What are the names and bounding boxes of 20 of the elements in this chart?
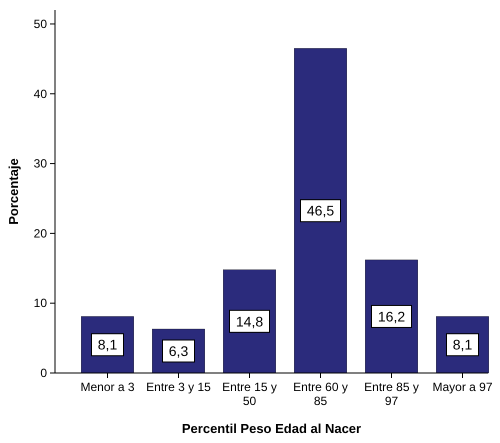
data-label: 8,1 [452,336,472,353]
data-label: 14,8 [236,313,264,330]
y-tick-label: 10 [34,296,48,310]
x-tick-label: Entre 3 y 15 [146,380,212,394]
y-tick-label: 30 [34,156,48,171]
y-axis-title: Porcentaje [6,158,21,225]
data-label: 16,2 [378,308,406,324]
x-tick-label: Entre 15 y 50 [222,380,277,408]
y-tick-label: 0 [40,366,48,380]
x-tick-label: Entre 60 y 85 [293,380,348,408]
y-tick-label: 40 [34,86,48,101]
x-tick-label: Mayor a 97 [432,380,493,394]
data-label: 6,3 [168,343,188,360]
y-tick-label: 20 [34,226,48,240]
data-label: 8,1 [98,336,118,353]
x-tick-label: Menor a 3 [80,380,135,394]
data-label: 46,5 [306,202,334,219]
x-axis-title: Percentil Peso Edad al Nacer [182,421,362,436]
y-tick-label: 50 [34,16,48,31]
x-tick-label: Entre 85 y 97 [364,380,419,408]
